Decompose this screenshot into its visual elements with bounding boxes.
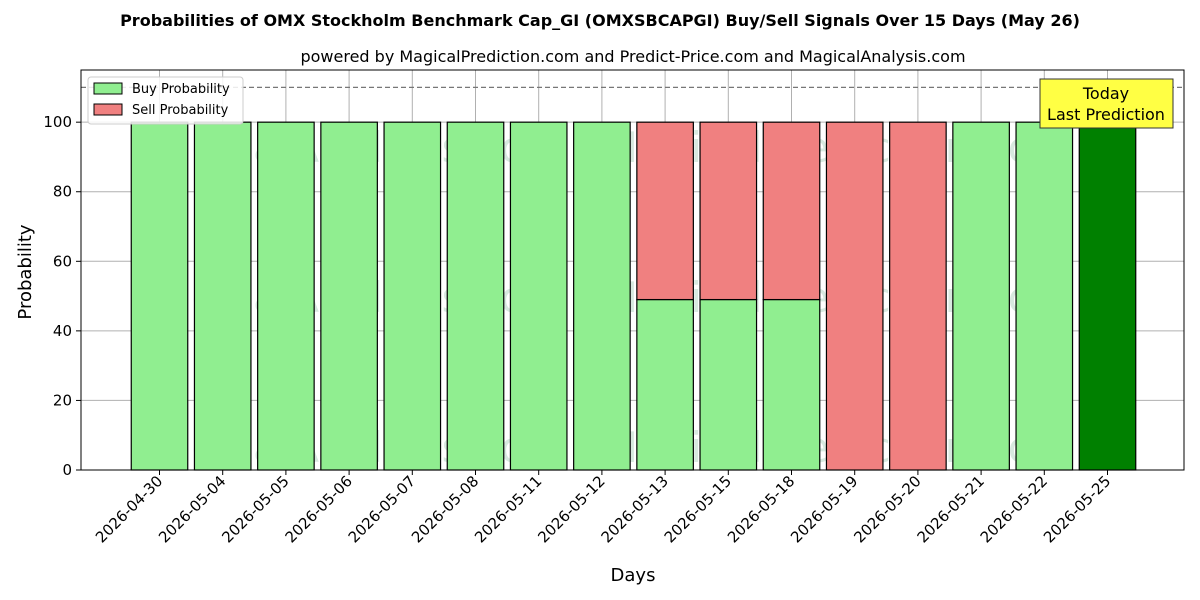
buy-bar <box>636 298 694 471</box>
y-tick-label: 100 <box>43 113 72 131</box>
y-tick-label: 40 <box>53 322 72 340</box>
buy-bar <box>1078 121 1137 471</box>
y-tick-label: 80 <box>53 183 72 201</box>
x-tick-label: 2026-05-05 <box>218 472 292 546</box>
x-tick-label: 2026-04-30 <box>92 472 166 546</box>
buy-bar <box>320 121 378 471</box>
legend-label: Buy Probability <box>132 82 230 97</box>
chart-subtitle: powered by MagicalPrediction.com and Pre… <box>300 47 965 66</box>
annotation-text: Today <box>1082 84 1129 103</box>
x-tick-label: 2026-05-20 <box>850 472 924 546</box>
x-tick-label: 2026-05-04 <box>155 472 229 546</box>
sell-bar <box>889 121 947 471</box>
buy-bar <box>130 121 189 471</box>
annotation-box <box>1039 78 1174 129</box>
today-annotation: Today Last Prediction <box>1039 78 1174 129</box>
x-tick-label: 2026-05-22 <box>977 472 1051 546</box>
x-tick-label: 2026-05-08 <box>408 472 482 546</box>
x-tick-label: 2026-05-15 <box>661 472 735 546</box>
legend-swatch <box>93 103 123 116</box>
x-tick-label: 2026-05-11 <box>471 472 545 546</box>
sell-bar <box>825 121 884 471</box>
y-tick-label: 0 <box>62 461 72 479</box>
x-tick-label: 2026-05-18 <box>724 472 798 546</box>
x-tick-label: 2026-05-07 <box>345 472 419 546</box>
y-axis-label: Probability <box>15 224 36 319</box>
x-tick-label: 2026-05-21 <box>914 472 988 546</box>
buy-bar <box>446 121 505 471</box>
x-tick-label: 2026-05-13 <box>598 472 672 546</box>
x-tick-label: 2026-05-19 <box>787 472 861 546</box>
buy-bar <box>1015 121 1074 471</box>
sell-bar <box>636 121 694 301</box>
buy-bar <box>699 298 758 471</box>
sell-bar <box>762 121 821 301</box>
buy-bar <box>509 121 568 471</box>
buy-bar <box>383 121 442 471</box>
chart-title: Probabilities of OMX Stockholm Benchmark… <box>120 11 1080 30</box>
buy-bar <box>762 298 821 471</box>
legend-box <box>87 76 244 125</box>
buy-bar <box>952 121 1010 471</box>
legend: Buy Probability Sell Probability <box>87 76 244 125</box>
sell-bar <box>699 121 758 301</box>
buy-bar <box>257 121 315 471</box>
x-tick-label: 2026-05-06 <box>282 472 356 546</box>
legend-swatch <box>93 82 123 95</box>
buy-bar <box>193 121 252 471</box>
y-tick-label: 20 <box>53 391 72 409</box>
annotation-text: Last Prediction <box>1047 105 1165 124</box>
x-tick-label: 2026-05-25 <box>1040 472 1114 546</box>
buy-bar <box>573 121 631 471</box>
legend-label: Sell Probability <box>132 103 229 118</box>
bars <box>130 121 1137 471</box>
x-tick-label: 2026-05-12 <box>534 472 608 546</box>
y-tick-label: 60 <box>53 252 72 270</box>
plot-frame <box>80 69 1185 471</box>
x-axis-label: Days <box>611 565 656 586</box>
